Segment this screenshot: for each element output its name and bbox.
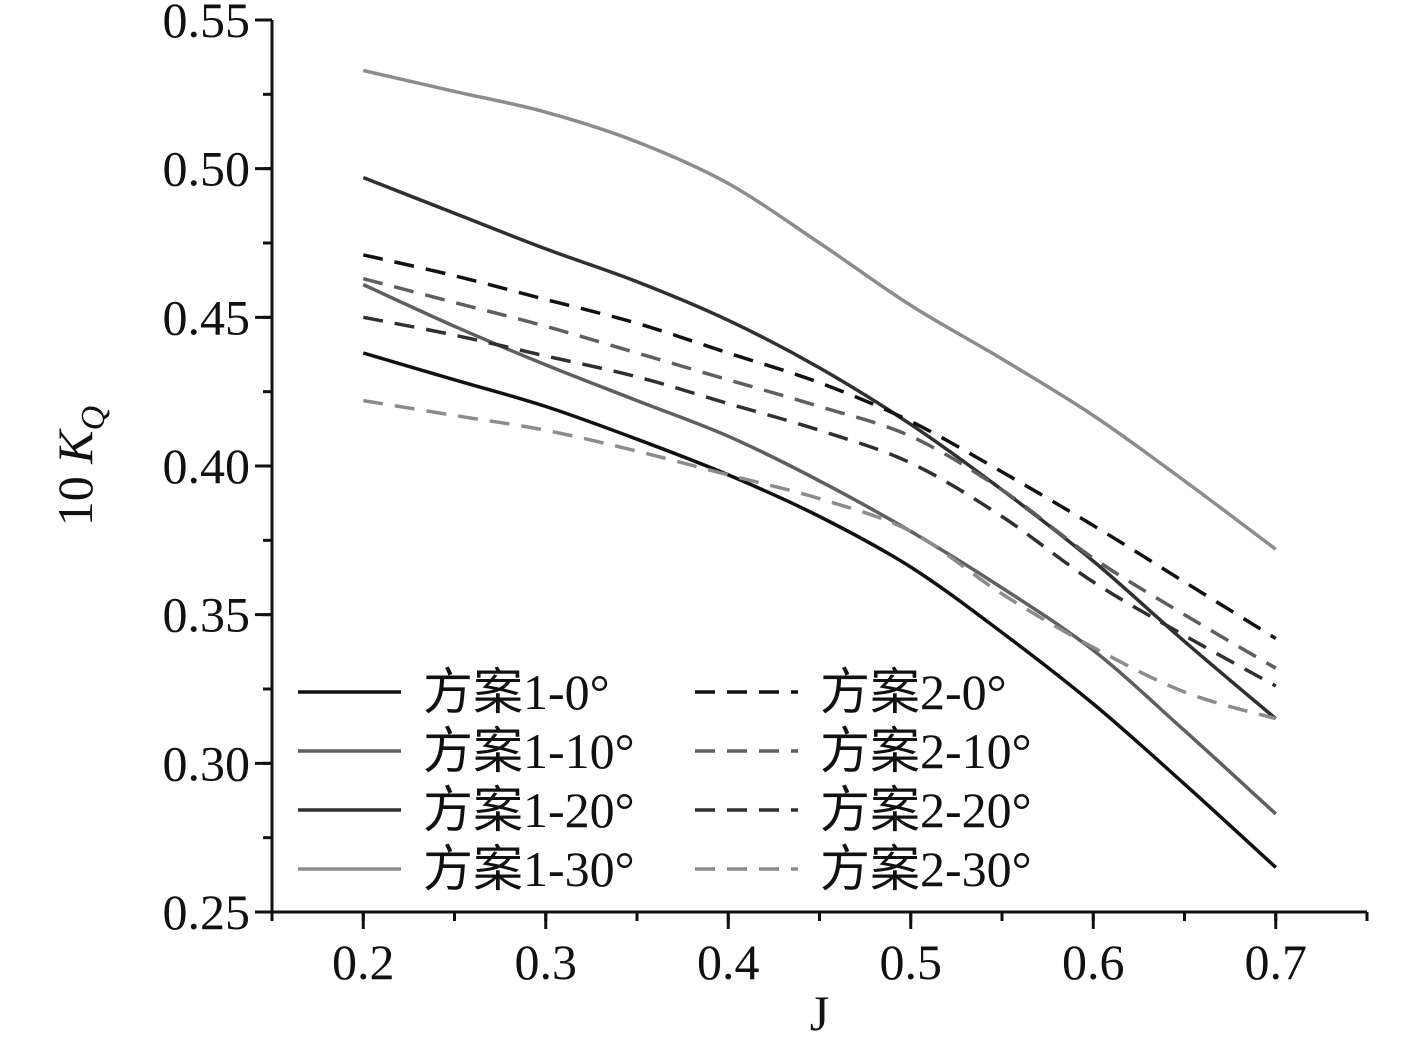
legend-label: 方案2-20° (820, 782, 1032, 838)
legend-label: 方案2-0° (820, 664, 1007, 720)
series-line-4 (362, 68, 1277, 551)
x-tick-label: 0.3 (515, 934, 578, 990)
x-tick-label: 0.5 (880, 934, 943, 990)
y-tick-label: 0.50 (163, 141, 251, 197)
y-tick-label: 0.55 (163, 0, 251, 48)
y-tick-label: 0.45 (163, 289, 251, 345)
legend-label: 方案1-30° (423, 841, 635, 897)
y-axis-title-symbol: K (47, 428, 103, 465)
series-line-7 (362, 315, 1277, 688)
x-axis-title: J (810, 985, 829, 1037)
axes: 0.250.300.350.400.450.500.55 0.2 0.3 0.4 0.… (163, 0, 1369, 990)
y-tick-label: 0.25 (163, 884, 251, 940)
series-line-8 (363, 398, 1277, 721)
y-tick-label: 0.40 (163, 438, 251, 494)
legend: 方案1-0°方案1-10°方案1-20°方案1-30° 方案2-0°方案2-10°… (298, 664, 1032, 897)
x-tick-label: 0.4 (697, 934, 760, 990)
y-axis-ticks: 0.25 0.30 0.35 0.40 0.45 0.50 0.55 (163, 0, 272, 940)
y-tick-label: 0.30 (163, 735, 251, 791)
legend-label: 方案1-0° (423, 664, 610, 720)
series-line-5 (362, 253, 1277, 640)
series-line-1 (362, 351, 1277, 869)
y-axis-title: 10 KQ (47, 406, 112, 526)
series-layer (362, 68, 1277, 869)
x-tick-label: 0.7 (1245, 934, 1308, 990)
x-tick-label: 0.2 (332, 934, 395, 990)
y-tick-label: 0.35 (163, 587, 251, 643)
series-line-3 (362, 175, 1277, 721)
x-tick-label: 0.6 (1062, 934, 1125, 990)
y-axis-title-prefix: 10 (47, 464, 103, 527)
series-line-6 (362, 277, 1277, 670)
legend-label: 方案1-10° (423, 723, 635, 779)
y-axis-title-subscript: Q (75, 406, 112, 431)
series-line-2 (362, 283, 1277, 816)
legend-label: 方案1-20° (423, 782, 635, 838)
legend-label: 方案2-30° (820, 841, 1032, 897)
x-axis-ticks: 0.2 0.3 0.4 0.5 0.6 0.7 (270, 912, 1369, 990)
legend-label: 方案2-10° (820, 723, 1032, 779)
